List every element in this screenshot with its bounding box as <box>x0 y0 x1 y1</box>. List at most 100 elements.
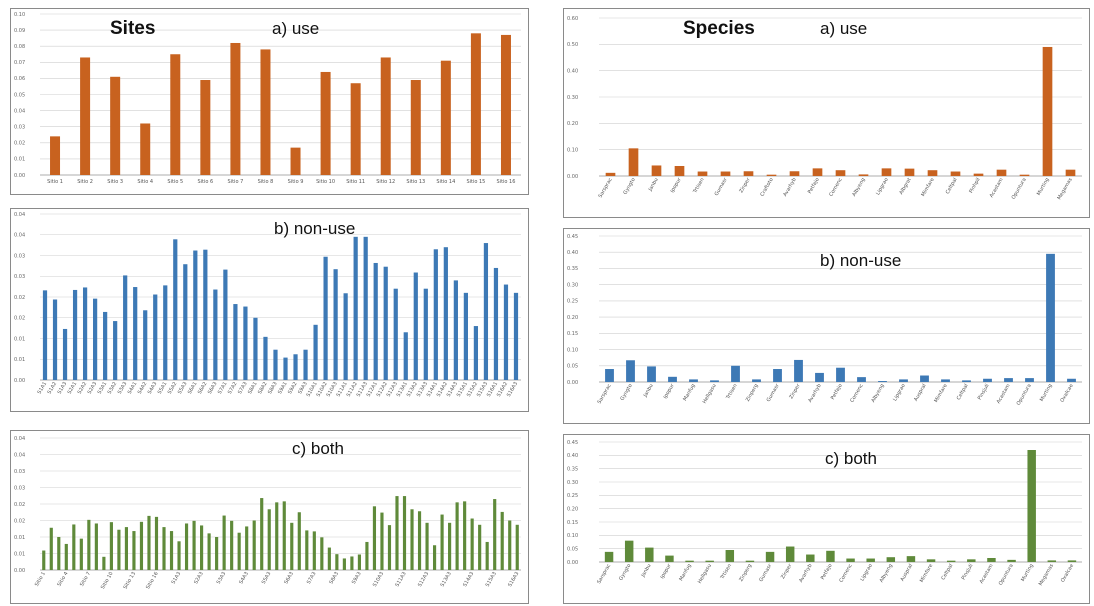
bar <box>973 173 984 176</box>
y-tick-label: 0.50 <box>567 42 578 48</box>
bar <box>283 357 288 380</box>
y-tick-label: 0.04 <box>14 212 25 218</box>
bar <box>49 527 53 570</box>
x-tick-label: S2A3 <box>87 381 99 395</box>
bar <box>836 367 845 382</box>
bar <box>463 292 468 380</box>
panel-header: Species <box>683 18 755 39</box>
bar <box>503 284 509 380</box>
x-tick-label: Sitio 12 <box>376 179 395 185</box>
bar <box>313 324 318 380</box>
y-tick-label: 0.00 <box>567 174 578 180</box>
chart-sites-use: 0.00 0.01 0.02 0.03 0.04 0.05 0.06 0.07 0.08 0.09… <box>10 8 529 195</box>
bar <box>365 541 369 570</box>
bar <box>470 33 481 175</box>
bar <box>342 558 346 570</box>
bar <box>403 332 408 380</box>
bar <box>410 509 414 570</box>
y-tick-label: 0.08 <box>14 44 25 50</box>
y-tick-label: 0.02 <box>14 518 25 524</box>
bar <box>987 558 996 562</box>
bar <box>230 520 234 570</box>
bar <box>327 547 331 570</box>
bar <box>87 519 91 570</box>
x-tick-label: S4A2 <box>137 381 149 395</box>
bar <box>343 293 348 380</box>
bar <box>312 531 316 570</box>
y-tick-label: 0.35 <box>567 266 578 272</box>
bar <box>223 269 228 380</box>
y-tick-label: 0.00 <box>14 173 25 179</box>
x-tick-label: S6A1 <box>187 381 199 395</box>
y-tick-label: 0.03 <box>14 125 25 131</box>
bar <box>293 354 298 380</box>
bar <box>470 518 474 570</box>
bar <box>372 506 377 570</box>
bar <box>983 378 992 382</box>
bar <box>260 498 264 570</box>
bar <box>725 550 735 562</box>
bar <box>1004 378 1013 382</box>
x-tick-label: Sitio 16 <box>497 179 516 185</box>
bar <box>333 269 338 380</box>
bar <box>117 529 121 570</box>
bar <box>455 502 459 570</box>
x-tick-label: Sitio 14 <box>436 179 455 185</box>
bar <box>94 523 98 570</box>
bar <box>290 522 294 570</box>
bar <box>413 272 418 380</box>
x-tick-label: S6A3 <box>283 571 295 585</box>
bar <box>237 532 241 570</box>
bar <box>815 372 824 382</box>
bar <box>230 42 241 176</box>
bar <box>203 249 208 380</box>
y-tick-label: 0.15 <box>567 520 578 526</box>
bar <box>353 236 358 380</box>
x-tick-label: S8A3 <box>267 381 279 395</box>
chart-sites-both-svg: 0.000.010.010.020.020.030.030.040.04Siti… <box>10 430 529 604</box>
bar <box>82 287 88 380</box>
x-tick-label: Sitio 7 <box>228 179 244 185</box>
y-tick-label: 0.05 <box>14 92 25 98</box>
bar <box>200 80 211 175</box>
bar <box>200 525 204 570</box>
bar <box>215 537 219 570</box>
y-tick-label: 0.02 <box>14 141 25 147</box>
chart-sites-nonuse-svg: 0.00 0.01 0.01 0.02 0.02 0.03 0.03 0.04 0.04 S1A1… <box>10 208 529 412</box>
bar <box>350 83 361 175</box>
x-tick-label: S3A1 <box>97 381 109 395</box>
bar <box>440 60 451 175</box>
y-tick-label: 0.04 <box>14 452 25 458</box>
x-tick-label: S6A3 <box>207 381 219 395</box>
bar <box>463 501 467 570</box>
bar <box>789 171 800 176</box>
chart-frame <box>10 208 529 412</box>
y-tick-label: 0.06 <box>14 76 25 82</box>
bar <box>410 80 421 175</box>
bar <box>80 57 91 175</box>
x-tick-label: S5A2 <box>167 381 179 395</box>
bar <box>645 547 654 562</box>
x-tick-label: S8A3 <box>328 571 340 585</box>
bar <box>752 379 761 382</box>
bar <box>493 499 497 570</box>
y-tick-label: 0.30 <box>567 95 578 101</box>
y-tick-label: 0.01 <box>14 157 25 163</box>
bar <box>252 520 256 570</box>
y-tick-label: 0.00 <box>567 560 578 566</box>
x-tick-label: Sitio 8 <box>258 179 274 185</box>
y-tick-label: 0.05 <box>567 364 578 370</box>
y-tick-label: 0.03 <box>14 253 25 259</box>
x-tick-label: S8A1 <box>247 381 259 395</box>
bar <box>275 502 279 570</box>
bar <box>290 147 301 175</box>
bar <box>260 49 271 175</box>
bar <box>927 170 938 176</box>
y-tick-label: 0.01 <box>14 336 25 342</box>
bar <box>320 537 324 570</box>
x-tick-label: Sitio 6 <box>197 179 213 185</box>
bar <box>402 496 407 570</box>
x-tick-label: S1A3 <box>57 381 69 395</box>
bar <box>485 541 489 570</box>
